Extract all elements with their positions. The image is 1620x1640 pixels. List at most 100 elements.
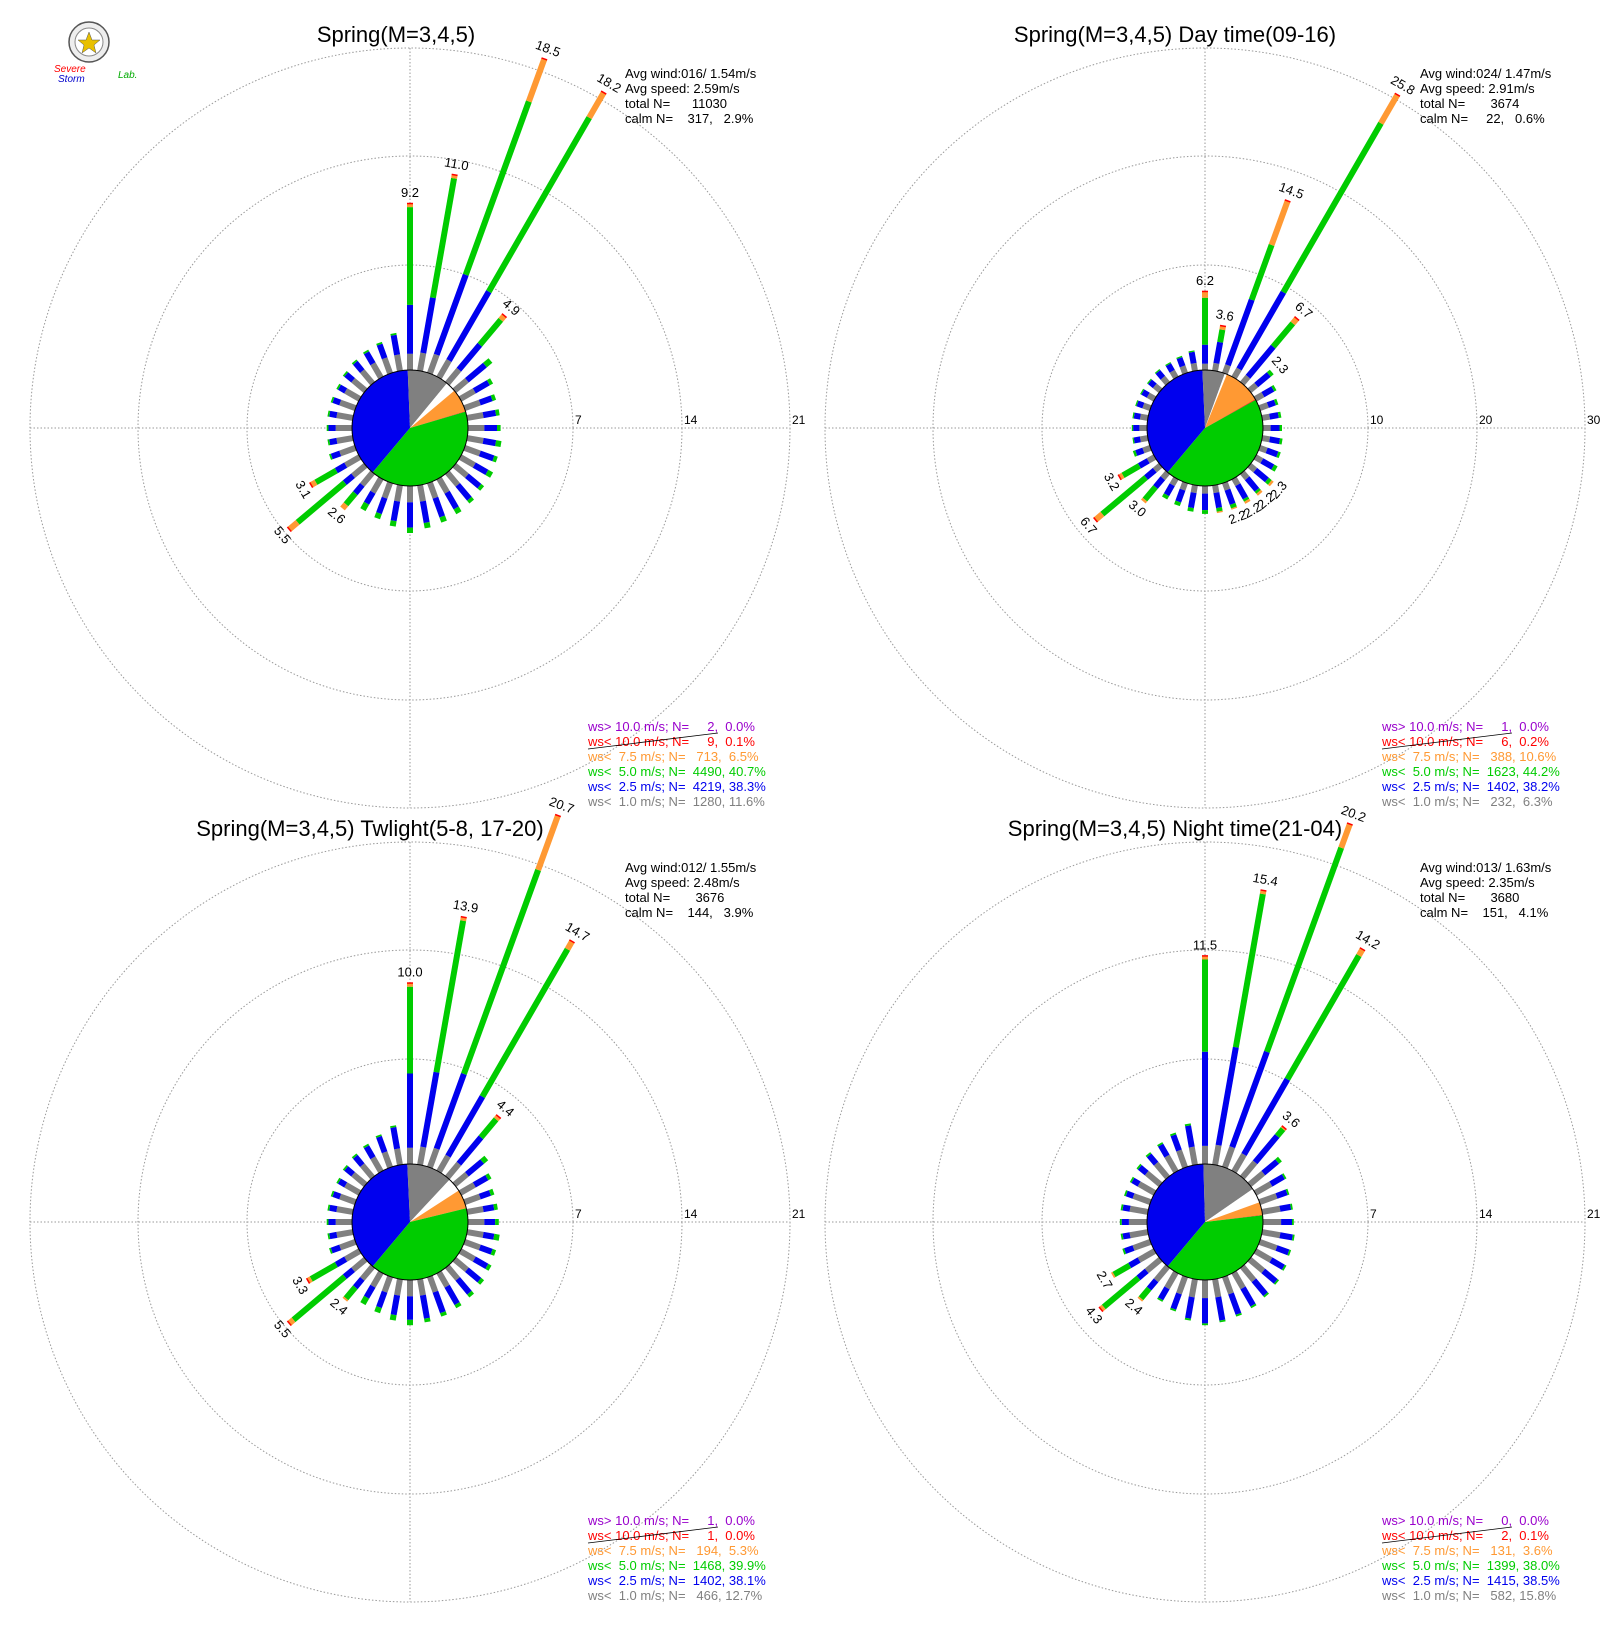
- pie-slice-lt7.5: [410, 1190, 467, 1222]
- petal-260-seg-1: [336, 435, 354, 444]
- petal-150-seg-2: [1235, 483, 1248, 500]
- legend-entry-6: ws< 1.0 m/s; N= 232, 6.3%: [1381, 794, 1553, 809]
- petal-210-seg-3: [1162, 493, 1170, 500]
- petal-130-seg-2: [1261, 1268, 1278, 1284]
- petal-30-seg-2: [1236, 290, 1286, 371]
- petal-230-seg-4: [1099, 1304, 1106, 1312]
- logo-seal: [68, 21, 110, 63]
- petal-190-seg-3: [1187, 507, 1194, 512]
- petal-60-seg-1: [1253, 392, 1265, 402]
- petal-40-seg-1: [1240, 374, 1251, 386]
- petal-200-seg-3: [1174, 500, 1182, 507]
- petal-170-seg-1: [1212, 484, 1220, 494]
- petal-0-seg-2: [407, 304, 413, 354]
- petal-170-seg-3: [423, 522, 431, 529]
- petal-110-seg-2: [1265, 447, 1279, 458]
- petal-80-seg-3: [495, 409, 500, 416]
- petal-310-seg-3: [342, 1165, 349, 1171]
- petal-90-seg-2: [1270, 425, 1280, 431]
- petal-350-seg-2: [390, 334, 401, 356]
- pie-slice-calm: [1205, 1189, 1260, 1222]
- legend-entry-4: ws< 5.0 m/s; N= 1623, 44.2%: [1381, 764, 1560, 779]
- petal-280-seg-2: [329, 410, 338, 419]
- petal-170-seg-4: [1216, 510, 1223, 514]
- petal-230-tip: [286, 526, 292, 533]
- petal-40-seg-3: [1270, 321, 1296, 349]
- petal-330-seg-3: [1157, 1142, 1164, 1147]
- stat-line-1: Avg wind:024/ 1.47m/s: [1420, 66, 1552, 81]
- pie-slice-calm: [410, 383, 455, 428]
- petal-80-seg-3: [1277, 411, 1282, 418]
- petal-90-seg-3: [1279, 425, 1282, 431]
- pie-slice-lt7.5: [410, 390, 466, 428]
- stat-line-4: calm N= 317, 2.9%: [625, 111, 754, 126]
- petal-90-seg-2: [484, 1219, 496, 1225]
- petal-10-tip: [460, 915, 467, 919]
- petal-60-seg-3: [1271, 385, 1277, 392]
- petal-270-seg-1: [1128, 1219, 1147, 1225]
- petal-330-seg-1: [1169, 369, 1179, 380]
- petal-60-seg-2: [1261, 386, 1275, 398]
- petal-140-seg-1: [445, 470, 460, 487]
- petal-label-1: 10.0: [397, 964, 422, 979]
- petal-150-seg-2: [1240, 1286, 1256, 1307]
- petal-320-seg-1: [360, 369, 375, 386]
- petal-150-seg-3: [453, 506, 462, 515]
- petal-180-seg-2: [1202, 493, 1208, 511]
- petal-320-seg-2: [1146, 1153, 1159, 1166]
- petal-190-seg-3: [1184, 1317, 1191, 1321]
- petal-50-seg-3: [480, 1155, 489, 1164]
- petal-150-seg-2: [444, 490, 459, 510]
- petal-70-seg-3: [1273, 398, 1279, 406]
- petal-340-seg-2: [376, 343, 388, 360]
- petal-10-seg-1: [1212, 1144, 1222, 1166]
- chart-title: Spring(M=3,4,5) Twlight(5-8, 17-20): [196, 816, 543, 841]
- petal-210-seg-1: [370, 1270, 384, 1288]
- petal-260-seg-2: [329, 1231, 338, 1240]
- petal-50-seg-3: [483, 358, 493, 368]
- petal-170-seg-2: [1215, 1296, 1226, 1321]
- petal-280-seg-1: [336, 412, 354, 421]
- stat-line-3: total N= 11030: [625, 96, 727, 111]
- pie-slice-lt1.0: [407, 1164, 450, 1222]
- petal-220-seg-4: [1141, 497, 1148, 504]
- pie-slice-lt7.5: [1205, 1202, 1263, 1222]
- stat-line-4: calm N= 151, 4.1%: [1420, 905, 1549, 920]
- petal-280-seg-1: [1139, 413, 1149, 421]
- petal-240-seg-4: [1111, 1271, 1116, 1278]
- petal-220-seg-3: [1138, 1286, 1152, 1301]
- petal-280-seg-3: [327, 410, 331, 417]
- petal-30-seg-3: [1280, 121, 1384, 294]
- petal-50-seg-3: [1266, 369, 1274, 377]
- petal-90-seg-1: [468, 1219, 485, 1225]
- petal-260-seg-3: [1132, 437, 1135, 444]
- petal-130-seg-3: [1273, 1279, 1280, 1285]
- petal-240-seg-3: [314, 468, 338, 485]
- pie-slice-lt1.0: [1203, 1163, 1253, 1222]
- legend-entry-4: ws< 5.0 m/s; N= 1399, 38.0%: [1381, 1558, 1560, 1573]
- petal-300-seg-1: [344, 1182, 362, 1196]
- petal-310-seg-2: [344, 372, 355, 383]
- petal-330-seg-2: [363, 1145, 376, 1160]
- petal-180-seg-2: [407, 1296, 413, 1320]
- petal-170-seg-2: [419, 1294, 430, 1319]
- petal-210-seg-3: [1157, 1297, 1164, 1302]
- petal-110-seg-3: [1287, 1249, 1292, 1256]
- petal-340-seg-1: [381, 1151, 393, 1169]
- ring-label-1: 7: [575, 1207, 582, 1221]
- petal-label-1: 6.2: [1196, 273, 1214, 288]
- petal-70-seg-1: [1258, 402, 1269, 411]
- petal-20-seg-2: [433, 1072, 467, 1150]
- petal-180-seg-1: [407, 1280, 413, 1297]
- petal-310-seg-1: [1144, 1170, 1163, 1187]
- petal-label-4: 25.8: [1388, 72, 1417, 98]
- petal-20-seg-1: [427, 1147, 440, 1169]
- petal-240-seg-1: [344, 454, 362, 468]
- petal-270-seg-1: [335, 425, 352, 431]
- petal-30-seg-4: [1378, 93, 1400, 125]
- petal-250-seg-2: [330, 450, 342, 460]
- petal-200-seg-2: [1170, 1292, 1182, 1310]
- petal-30-seg-2: [446, 290, 492, 362]
- petal-100-seg-1: [466, 1229, 484, 1238]
- petal-0-seg-1: [1202, 1145, 1208, 1164]
